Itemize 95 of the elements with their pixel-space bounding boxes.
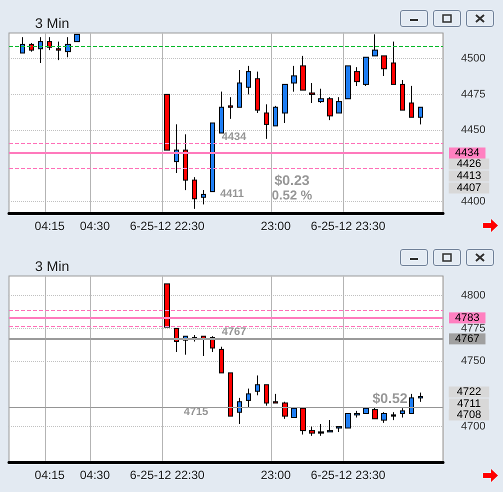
- candlestick: [74, 34, 80, 42]
- x-tick-label: 6-25-12 23:30: [310, 468, 386, 482]
- y-tick-label: 4400: [461, 196, 486, 208]
- candlestick: [400, 80, 405, 111]
- candlestick: [38, 36, 43, 64]
- y-tick-label: 4700: [461, 420, 486, 433]
- candlestick: [246, 388, 251, 408]
- candlestick: [237, 70, 242, 108]
- text: 4413: [456, 170, 482, 182]
- candlestick: [282, 401, 288, 420]
- candlestick: [381, 412, 387, 424]
- candlestick: [273, 105, 278, 126]
- x-tick-label: 04:15: [34, 468, 66, 482]
- candlestick: [354, 66, 360, 86]
- candlestick: [56, 41, 61, 61]
- y-tick-label: 4500: [461, 52, 486, 65]
- candlestick: [318, 424, 324, 436]
- candlestick: [400, 408, 405, 418]
- x-tick-label: 6-25-12 22:30: [130, 468, 205, 482]
- candlestick: [336, 426, 342, 432]
- candlestick: [192, 176, 197, 210]
- candlestick: [164, 94, 170, 151]
- candlestick: [255, 71, 260, 114]
- x-tick-label: 6-25-12 22:30: [130, 219, 205, 233]
- candlestick: [174, 124, 179, 174]
- candlestick: [309, 82, 315, 104]
- candlestick: [264, 384, 269, 406]
- candlestick: [291, 408, 297, 418]
- candlestick: [318, 88, 324, 104]
- candlestick: [246, 65, 251, 95]
- candlestick: [47, 36, 52, 51]
- x-tick-label: 04:15: [34, 219, 66, 233]
- candlestick: [363, 56, 369, 86]
- ref-line-label: 4767: [455, 332, 480, 345]
- annotation: $0.52: [372, 390, 408, 406]
- annotation: 0.52 %: [272, 188, 313, 202]
- annotation: 4767: [222, 326, 246, 338]
- candlestick: [336, 96, 342, 114]
- candlestick: [65, 36, 71, 58]
- text: 4426: [456, 158, 482, 170]
- x-tick-label: 23:00: [260, 219, 292, 233]
- candlestick: [255, 375, 260, 396]
- annotation: 4434: [222, 131, 248, 143]
- candlestick: [409, 393, 414, 414]
- candlestick: [372, 406, 378, 420]
- y-tick-label: 4800: [461, 290, 486, 302]
- candlestick: [20, 36, 25, 54]
- chart-title: 3 Min: [35, 258, 70, 274]
- text: 4722: [456, 386, 482, 398]
- y-tick-label: 4750: [461, 355, 486, 368]
- y-tick-label: 4475: [461, 88, 486, 100]
- candlestick: [300, 55, 306, 91]
- candlestick: [273, 393, 278, 404]
- candlestick: [228, 372, 233, 417]
- candlestick: [363, 408, 369, 414]
- candlestick: [418, 392, 423, 402]
- candlestick: [372, 34, 378, 56]
- candlestick: [327, 96, 333, 121]
- candlestick: [354, 410, 360, 418]
- candlestick: [282, 84, 288, 124]
- x-tick-label: 23:00: [260, 468, 292, 482]
- candlestick: [228, 96, 233, 120]
- x-tick-label: 04:30: [80, 468, 110, 482]
- candlestick: [29, 42, 34, 52]
- candlestick: [309, 426, 315, 436]
- candlestick: [291, 65, 297, 92]
- ref-line-label: 4434: [455, 147, 480, 159]
- y-tick-label: 4450: [461, 124, 486, 136]
- candlestick: [381, 55, 387, 76]
- annotation: $0.23: [274, 172, 310, 188]
- candlestick: [183, 134, 188, 191]
- chart-title: 3 Min: [35, 15, 70, 31]
- text: 4711: [457, 398, 481, 410]
- candlestick: [418, 106, 423, 125]
- candlestick: [219, 91, 224, 134]
- text: 4407: [456, 182, 482, 194]
- candlestick: [219, 346, 224, 374]
- text: 4708: [456, 409, 482, 421]
- candlestick: [237, 397, 242, 425]
- candlestick: [345, 413, 351, 428]
- ref-line-label: 4783: [455, 312, 480, 324]
- candlestick: [391, 412, 396, 421]
- candlestick: [345, 65, 351, 100]
- candlestick: [164, 283, 170, 328]
- candlestick: [300, 408, 306, 435]
- candlestick: [264, 104, 269, 140]
- candlestick: [391, 41, 396, 85]
- candlestick: [327, 420, 333, 432]
- candlestick: [409, 85, 414, 118]
- candlestick: [201, 190, 206, 205]
- candlestick: [210, 122, 215, 192]
- x-tick-label: 6-25-12 23:30: [310, 219, 386, 233]
- x-tick-label: 04:30: [80, 219, 110, 233]
- y-tick-label: 4775: [461, 322, 486, 334]
- annotation: 4411: [220, 188, 244, 200]
